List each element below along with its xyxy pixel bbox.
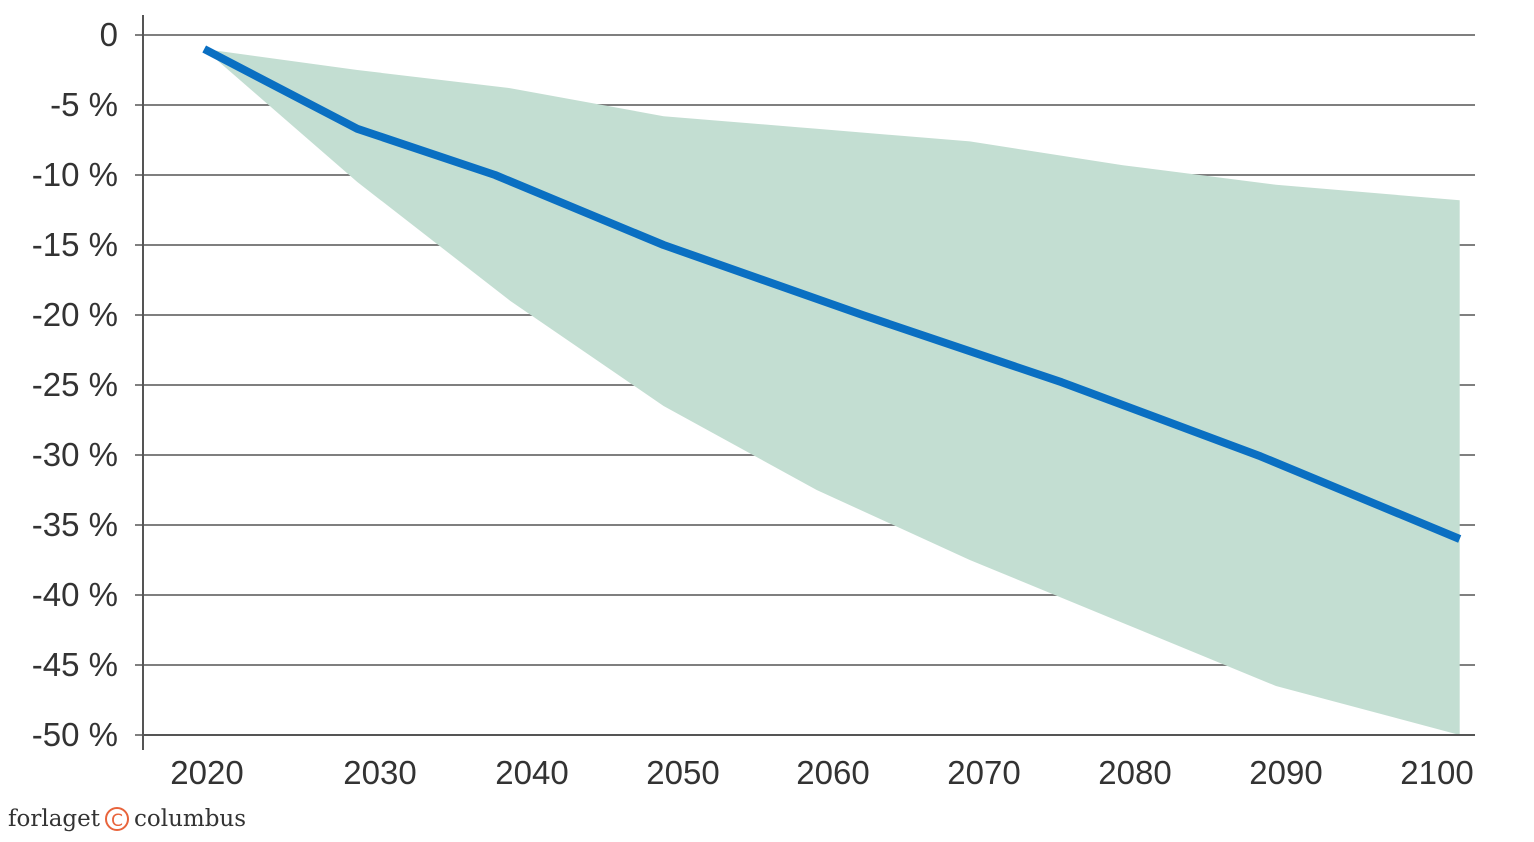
y-tick-label: -20 % <box>32 296 118 333</box>
y-tick-label: -25 % <box>32 366 118 403</box>
y-tick-label: -10 % <box>32 156 118 193</box>
y-tick-label: -50 % <box>32 716 118 753</box>
uncertainty-band <box>204 49 1460 735</box>
y-tick-label: -35 % <box>32 506 118 543</box>
y-tick-labels: 0 -5 % -10 % -15 % -20 % -25 % -30 % -35 % -40 %… <box>32 16 118 753</box>
axes <box>142 15 1475 750</box>
y-tick-label: -15 % <box>32 226 118 263</box>
x-tick-label: 2080 <box>1098 754 1171 791</box>
series-line <box>202 45 1462 543</box>
x-tick-label: 2030 <box>343 754 416 791</box>
copyright-icon: C <box>105 807 129 831</box>
x-tick-label: 2070 <box>947 754 1020 791</box>
x-tick-label: 2060 <box>796 754 869 791</box>
y-tick-label: -5 % <box>50 86 118 123</box>
x-tick-label: 2040 <box>495 754 568 791</box>
publisher-name-right: columbus <box>134 806 247 832</box>
y-tick-label: -30 % <box>32 436 118 473</box>
x-tick-label: 2050 <box>646 754 719 791</box>
x-tick-label: 2100 <box>1400 754 1473 791</box>
x-tick-labels: 2020 2030 2040 2050 2060 2070 2080 2090 2100 <box>170 754 1473 791</box>
x-tick-label: 2020 <box>170 754 243 791</box>
x-tick-label: 2090 <box>1249 754 1322 791</box>
y-tick-label: -40 % <box>32 576 118 613</box>
publisher-logo: forlaget C columbus <box>8 806 246 832</box>
publisher-name-left: forlaget <box>8 806 100 832</box>
y-tick-label: -45 % <box>32 646 118 683</box>
y-tick-label: 0 <box>100 16 118 53</box>
